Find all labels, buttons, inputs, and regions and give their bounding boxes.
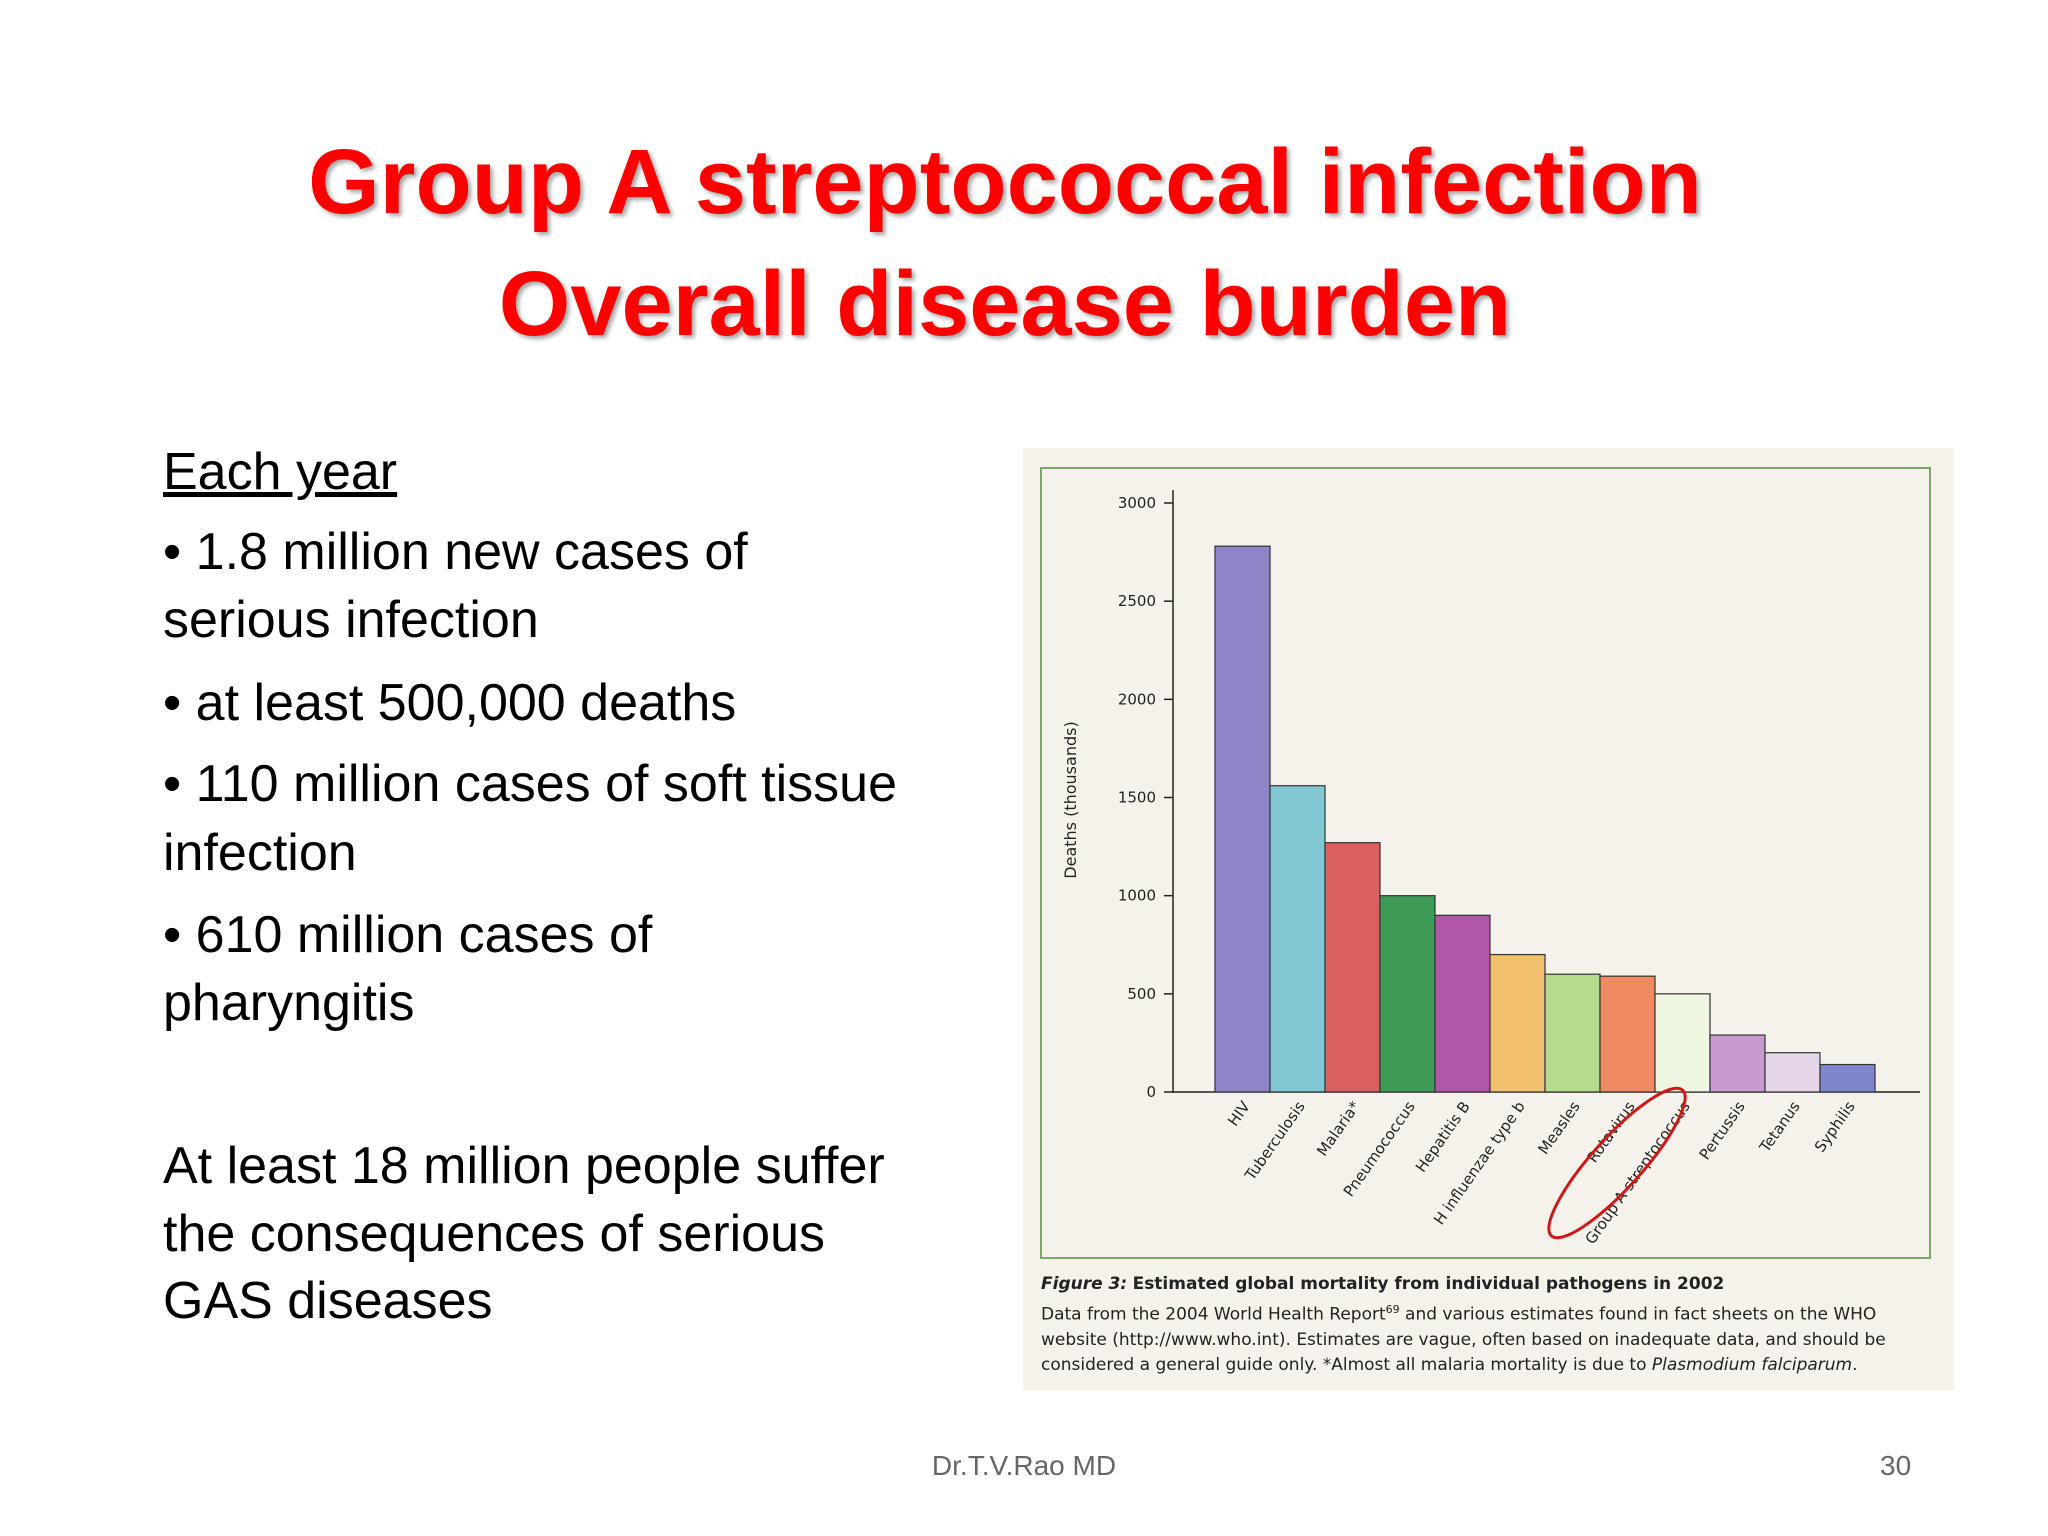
y-tick-label: 500	[1127, 985, 1156, 1003]
title-line: Group A streptococcal infection	[308, 131, 1702, 233]
caption-species: Plasmodium falciparum	[1651, 1354, 1853, 1375]
footer: Dr.T.V.Rao MD	[931, 1450, 1117, 1481]
highlight-circle	[1547, 1086, 1687, 1240]
caption-ref: 69	[1385, 1303, 1400, 1316]
bullet-line: • 1.8 million new cases of	[163, 523, 748, 581]
bar	[1379, 895, 1436, 1093]
bar	[1324, 842, 1381, 1093]
bullet-line: • at least 500,000 deaths	[163, 674, 737, 732]
y-axis-label: Deaths (thousands)	[1061, 721, 1080, 878]
bullet-line: infection	[163, 824, 357, 882]
y-tick-label: 3000	[1118, 494, 1156, 512]
summary-line: At least 18 million people suffer	[163, 1137, 885, 1195]
bullet-line: pharyngitis	[163, 974, 415, 1032]
bar	[1269, 785, 1326, 1093]
bar	[1819, 1063, 1876, 1093]
page-number: 30	[1880, 1450, 1912, 1481]
summary-line: GAS diseases	[163, 1272, 493, 1330]
bullet-line: • 610 million cases of	[163, 906, 653, 964]
caption-text: .	[1852, 1354, 1858, 1375]
y-tick-label: 2000	[1118, 690, 1156, 708]
bullet-line: • 110 million cases of soft tissue	[163, 755, 898, 813]
caption-text: and various estimates found in fact shee…	[1041, 1304, 1886, 1375]
bar	[1764, 1052, 1821, 1093]
bar	[1489, 953, 1546, 1093]
y-tick-label: 1000	[1118, 887, 1156, 905]
bullet-line: serious infection	[163, 591, 539, 649]
y-tick-label: 1500	[1118, 789, 1156, 807]
heading: Each year	[163, 443, 398, 501]
bar	[1599, 975, 1656, 1093]
figure-frame	[1040, 467, 1931, 1259]
y-tick-label: 0	[1146, 1083, 1156, 1101]
bar	[1544, 973, 1601, 1093]
caption-label: Figure 3:	[1041, 1274, 1128, 1294]
bar	[1654, 993, 1711, 1093]
summary-line: the consequences of serious	[163, 1205, 825, 1263]
bar	[1214, 545, 1271, 1093]
caption-title: Estimated global mortality from individu…	[1132, 1274, 1725, 1294]
figure-caption: Figure 3: Estimated global mortality fro…	[1041, 1272, 1921, 1378]
title-line: Overall disease burden	[498, 253, 1512, 355]
caption-text: Data from the 2004 World Health Report	[1041, 1304, 1386, 1325]
bar	[1434, 914, 1491, 1093]
bar	[1709, 1034, 1766, 1093]
y-tick-label: 2500	[1118, 592, 1156, 610]
